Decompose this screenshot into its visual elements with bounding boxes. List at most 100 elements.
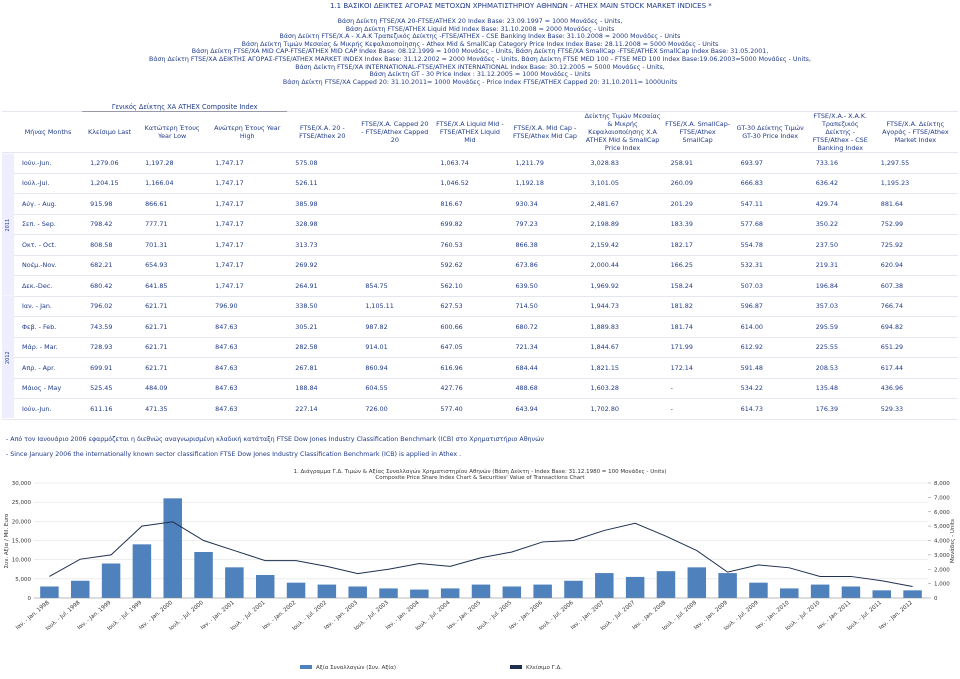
value-cell: 651.29: [872, 337, 958, 358]
value-cell: 1,192.18: [507, 173, 583, 194]
month-cell: Ιούν.-Jun.: [14, 398, 83, 420]
month-cell: Φεβ. - Feb.: [14, 316, 83, 338]
value-cell: 866.38: [507, 234, 583, 256]
value-cell: 525.45: [82, 378, 138, 399]
value-cell: 471.35: [137, 398, 208, 420]
bar: [656, 571, 676, 598]
value-cell: 714.50: [507, 296, 583, 317]
table-row: 2012 Ιαν. - Jan. 796.02 621.71 796.90 338.50 1…: [2, 296, 958, 419]
bar: [286, 582, 306, 598]
value-cell: 1,969.92: [582, 275, 663, 297]
value-cell: 350.22: [807, 214, 873, 235]
chart-title: 1. Διάγραμμα Γ.Δ. Τιμών & Αξίας Συναλλαγ…: [294, 468, 667, 475]
bar: [70, 580, 90, 598]
empty-cell: [357, 173, 433, 194]
value-cell: 181.82: [662, 296, 733, 317]
value-cell: 305.21: [287, 316, 358, 338]
value-cell: 1,105.11: [357, 296, 433, 317]
value-cell: 636.42: [807, 173, 873, 194]
value-cell: 328.98: [287, 214, 358, 235]
y-tick-label: 5,000: [15, 577, 31, 583]
value-cell: 680.72: [507, 316, 583, 338]
bar: [348, 586, 367, 598]
value-cell: 617.44: [872, 357, 958, 379]
value-cell: 596.87: [732, 296, 808, 317]
value-cell: 621.71: [137, 337, 208, 358]
bar: [810, 584, 830, 598]
column-header: Κλείσιμο Last: [82, 111, 138, 153]
table-row: Νοέμ.-Nov. 682.21 654.93 1,747.17 269.92 592.…: [2, 255, 958, 276]
value-cell: 641.85: [137, 275, 208, 297]
bar: [101, 563, 121, 598]
value-cell: 847.63: [207, 337, 288, 358]
bar: [502, 586, 522, 598]
column-header: FTSE/X.A.- X.A.K. Τραπεζικός Δείκτης - F…: [807, 111, 873, 153]
year-cell: 2012: [2, 296, 14, 419]
bar: [841, 586, 861, 598]
value-cell: 1,166.04: [137, 173, 208, 194]
value-cell: 616.96: [432, 357, 508, 379]
bar: [687, 567, 707, 598]
bar: [780, 588, 799, 598]
month-cell: Ιούν.-Jun.: [14, 152, 83, 174]
month-cell: Ιαν. - Jan.: [14, 296, 83, 317]
value-cell: 621.71: [137, 316, 208, 338]
bar: [317, 584, 337, 598]
value-cell: 526.11: [287, 173, 358, 194]
value-cell: 680.42: [82, 275, 138, 297]
bar: [564, 580, 583, 598]
value-cell: 282.58: [287, 337, 358, 358]
month-cell: Δεκ.-Dec.: [14, 275, 83, 297]
value-cell: 2,481.67: [582, 193, 663, 215]
y2-tick-label: 4,000: [934, 539, 950, 545]
value-cell: 1,747.17: [207, 173, 288, 194]
y2-tick-label: 3,000: [934, 553, 950, 559]
note: Βάση Δείκτη Τιμών Μεσαίας & Μικρής Κεφαλ…: [241, 40, 719, 48]
value-cell: 694.82: [872, 316, 958, 338]
value-cell: 181.74: [662, 316, 733, 338]
note: Βάση Δείκτη FTSE/XA 20-FTSE/ATHEX 20 Ind…: [337, 18, 623, 25]
value-cell: 654.93: [137, 255, 208, 276]
value-cell: 1,702.80: [582, 398, 663, 420]
value-cell: 158.24: [662, 275, 733, 297]
header-cell: [287, 103, 958, 112]
note: Βάση Δείκτη FTSE/ATHEX Liquid Mid Index …: [345, 25, 615, 33]
value-cell: -: [662, 398, 733, 420]
table-row: 2011 Ιούν.-Jun. 1,279.06 1,197.28 1,747.17 57…: [2, 152, 958, 296]
value-cell: 313.73: [287, 234, 358, 256]
note: Βάση Δείκτη FTSE/XA MID CAP-FTSE/ATHEX M…: [191, 48, 769, 56]
y-tick-label: 20,000: [12, 519, 32, 525]
value-cell: 611.16: [82, 398, 138, 420]
y-axis-label: Συν. Αξία / Mil. Euro: [3, 513, 10, 568]
value-cell: 796.90: [207, 296, 288, 317]
value-cell: 699.91: [82, 357, 138, 379]
table-row: Μάιος - May 525.45 484.09 847.63 188.84 604.5…: [2, 378, 958, 399]
value-cell: 1,747.17: [207, 275, 288, 297]
bar: [255, 575, 275, 598]
note: Βάση Δείκτη FTSE/X.A - X.A.K Τραπεζικός …: [279, 33, 681, 41]
value-cell: 673.86: [507, 255, 583, 276]
value-cell: 1,747.17: [207, 214, 288, 235]
empty-cell: [357, 152, 433, 174]
value-cell: 860.94: [357, 357, 433, 379]
value-cell: 1,197.28: [137, 152, 208, 174]
value-cell: 176.39: [807, 398, 873, 420]
value-cell: 3,101.05: [582, 173, 663, 194]
value-cell: 2,198.89: [582, 214, 663, 235]
header-row: Γενικός Δείκτης ΧΑ ATHEX Composite Index: [2, 103, 958, 112]
value-cell: 881.64: [872, 193, 958, 215]
value-cell: 847.63: [207, 378, 288, 399]
bar: [625, 576, 645, 598]
value-cell: 592.62: [432, 255, 508, 276]
value-cell: 600.66: [432, 316, 508, 338]
table-row: Φεβ. - Feb. 743.59 621.71 847.63 305.21 987.8…: [2, 316, 958, 338]
column-header: GT-30 Δείκτης Τιμών GT-30 Price Index: [732, 111, 808, 153]
value-cell: 188.84: [287, 378, 358, 399]
note: Βάση Δείκτη GT - 30 Price Index : 31.12.…: [369, 71, 591, 79]
value-cell: 797.23: [507, 214, 583, 235]
bar: [379, 588, 398, 598]
value-cell: 225.55: [807, 337, 873, 358]
value-cell: 693.97: [732, 152, 808, 174]
legend-label: Αξία Συναλλαγών (Συν. Αξία): [316, 664, 396, 671]
value-cell: 866.61: [137, 193, 208, 215]
